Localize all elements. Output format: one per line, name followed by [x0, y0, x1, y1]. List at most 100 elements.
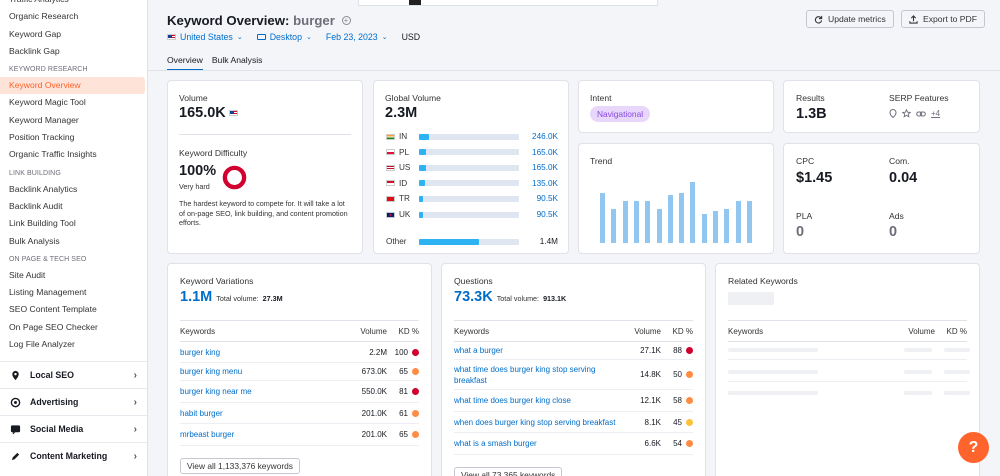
keyword-link[interactable]: burger king menu: [180, 367, 243, 376]
sidebar-item-keyword-magic-tool[interactable]: Keyword Magic Tool: [9, 97, 86, 108]
country-volume[interactable]: 165.0K: [532, 147, 558, 157]
country-select[interactable]: United States ⌄: [167, 32, 243, 42]
chevron-right-icon: ›: [133, 424, 137, 436]
sidebar-item-traffic-analytics[interactable]: Traffic Analytics: [0, 0, 147, 8]
country-code: US: [399, 163, 411, 173]
country-code: ID: [399, 178, 408, 188]
help-button[interactable]: ?: [958, 432, 989, 463]
sidebar-item-site-audit[interactable]: Site Audit: [9, 269, 46, 280]
col-kd: KD %: [672, 326, 693, 336]
serp-features-label: SERP Features: [889, 93, 949, 103]
trend-bar: [724, 208, 730, 243]
keyword-volume: 8.1K: [644, 417, 661, 427]
country-volume[interactable]: 135.0K: [532, 178, 558, 188]
sidebar-item-listing-management[interactable]: Listing Management: [9, 287, 87, 298]
sidebar-item-backlink-audit[interactable]: Backlink Audit: [9, 200, 63, 211]
view-all-questions-button[interactable]: View all 73,365 keywords: [454, 467, 563, 476]
variations-total-label: Total volume:: [216, 294, 259, 303]
export-pdf-button[interactable]: Export to PDF: [901, 10, 985, 28]
kd-value: 88: [673, 346, 682, 355]
keyword-link[interactable]: what time does burger king stop serving …: [454, 364, 596, 385]
sidebar-item-log-file-analyzer[interactable]: Log File Analyzer: [9, 339, 75, 350]
sidebar-item-keyword-overview[interactable]: Keyword Overview: [0, 77, 145, 95]
sidebar-item-bulk-analysis[interactable]: Bulk Analysis: [9, 235, 60, 246]
sidebar-item-link-building-tool[interactable]: Link Building Tool: [9, 218, 76, 229]
sidebar-item-backlink-gap[interactable]: Backlink Gap: [9, 45, 60, 56]
keyword-difficulty: 88: [661, 346, 693, 355]
variations-title: Keyword Variations: [180, 276, 254, 286]
global-volume-bar: [419, 211, 519, 218]
table-row: habit burger 201.0K 61: [180, 403, 419, 424]
table-row: burger king menu 673.0K 65: [180, 363, 419, 381]
top-banner: [358, 0, 658, 6]
country-volume[interactable]: 246.0K: [532, 132, 558, 141]
tab-overview[interactable]: Overview: [167, 55, 203, 71]
keyword-difficulty: 65: [387, 367, 419, 376]
questions-value[interactable]: 73.3K: [454, 289, 493, 305]
global-volume-bar: [419, 195, 519, 202]
col-kd: KD %: [946, 326, 967, 336]
us-flag-icon: [228, 110, 238, 116]
keyword-difficulty-label: Keyword Difficulty: [179, 148, 248, 158]
keyword-link[interactable]: habit burger: [180, 408, 223, 418]
export-pdf-label: Export to PDF: [923, 14, 977, 24]
add-keyword-icon[interactable]: +: [341, 16, 351, 25]
global-volume-row: US 165.0K: [386, 160, 558, 175]
sidebar-group-content-marketing[interactable]: Content Marketing ›: [0, 442, 147, 469]
location-pin-icon: [12, 370, 19, 380]
kd-value: 58: [673, 396, 682, 405]
kd-dot: [412, 348, 419, 356]
update-metrics-button[interactable]: Update metrics: [806, 10, 894, 28]
kd-value: 50: [673, 370, 682, 379]
keyword-link[interactable]: burger king near me: [180, 387, 252, 396]
global-volume-value: 2.3M: [385, 105, 418, 121]
keyword-link[interactable]: when does burger king stop serving break…: [454, 417, 616, 427]
view-all-variations-button[interactable]: View all 1,133,376 keywords: [180, 458, 300, 474]
tab-bulk-analysis[interactable]: Bulk Analysis: [211, 55, 263, 65]
link-icon: [916, 111, 926, 116]
cpc-label: CPC: [796, 156, 815, 166]
keyword-link[interactable]: what time does burger king close: [454, 396, 571, 405]
related-table-header: Keywords Volume KD %: [728, 320, 967, 342]
sidebar-item-keyword-gap[interactable]: Keyword Gap: [9, 28, 62, 39]
col-kd: KD %: [398, 326, 419, 336]
variations-value[interactable]: 1.1M: [180, 289, 213, 305]
keyword-link[interactable]: what is a smash burger: [454, 439, 537, 448]
sidebar-item-position-tracking[interactable]: Position Tracking: [9, 132, 75, 143]
intent-badge[interactable]: Navigational: [590, 106, 651, 122]
sidebar-group-advertising[interactable]: Advertising ›: [0, 388, 147, 415]
keyword-link[interactable]: what a burger: [454, 346, 503, 355]
keyword-difficulty: 100: [387, 348, 419, 357]
chevron-right-icon: ›: [133, 397, 137, 409]
sidebar-item-organic-traffic-insights[interactable]: Organic Traffic Insights: [9, 149, 97, 160]
keyword-link[interactable]: mrbeast burger: [180, 430, 235, 439]
device-select[interactable]: Desktop ⌄: [256, 32, 312, 42]
country-volume[interactable]: 90.5K: [536, 210, 558, 219]
global-volume-bar: [419, 149, 519, 156]
country-volume[interactable]: 165.0K: [532, 163, 558, 173]
kd-value: 45: [673, 417, 682, 427]
kd-value: 65: [399, 430, 408, 439]
difficulty-ring: [222, 165, 247, 190]
sidebar-item-organic-research[interactable]: Organic Research: [9, 11, 79, 22]
date-select[interactable]: Feb 23, 2023 ⌄: [326, 32, 388, 42]
keyword-difficulty: 54: [661, 439, 693, 448]
keyword-difficulty: 58: [661, 396, 693, 405]
table-row: what time does burger king close 12.1K 58: [454, 390, 693, 412]
keyword-link[interactable]: burger king: [180, 347, 221, 357]
global-volume-bar: [419, 133, 519, 140]
keyword-difficulty: 65: [387, 430, 419, 439]
sidebar-group-social-media[interactable]: Social Media ›: [0, 415, 147, 442]
country-volume[interactable]: 90.5K: [536, 194, 558, 204]
sidebar-item-seo-content-template[interactable]: SEO Content Template: [9, 304, 97, 315]
sidebar-item-keyword-manager[interactable]: Keyword Manager: [9, 114, 79, 125]
sidebar-item-backlink-analytics[interactable]: Backlink Analytics: [9, 183, 78, 194]
sidebar-heading-keyword-research: KEYWORD RESEARCH: [9, 66, 88, 74]
kd-dot: [686, 418, 693, 426]
sidebar-group-local-seo[interactable]: Local SEO ›: [0, 361, 147, 388]
serp-more-link[interactable]: +4: [931, 109, 941, 118]
global-volume-bar: [419, 164, 519, 171]
ads-label: Ads: [889, 211, 904, 221]
trend-bar: [690, 182, 696, 243]
sidebar-item-on-page-seo-checker[interactable]: On Page SEO Checker: [9, 321, 98, 332]
